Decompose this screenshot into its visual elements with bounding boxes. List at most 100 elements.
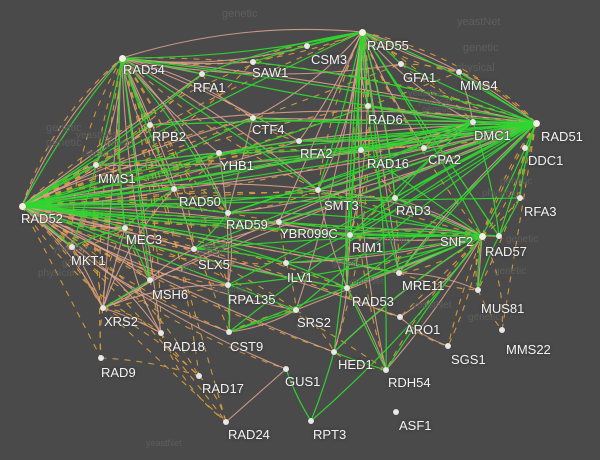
graph-node-ilv1[interactable]	[283, 260, 289, 266]
graph-node-srs2[interactable]	[293, 307, 299, 313]
graph-node-rad50[interactable]	[171, 186, 177, 192]
graph-edge	[21, 205, 401, 318]
graph-node-hed1[interactable]	[331, 349, 337, 355]
graph-node-csm3[interactable]	[304, 43, 310, 49]
graph-edge	[102, 307, 200, 377]
graph-edge	[102, 307, 227, 423]
graph-node-mre11[interactable]	[396, 270, 402, 276]
graph-edge	[227, 122, 537, 286]
graph-edge	[198, 375, 227, 423]
graph-edge	[472, 121, 500, 237]
graph-edge	[228, 122, 537, 333]
graph-edge	[102, 227, 126, 309]
graph-edge	[333, 31, 363, 353]
graph-node-rad24[interactable]	[223, 419, 229, 425]
graph-edge	[333, 235, 483, 353]
graph-edge	[21, 124, 151, 207]
graph-node-sgs1[interactable]	[445, 343, 451, 349]
graph-node-rad53[interactable]	[344, 285, 350, 291]
graph-node-rad54[interactable]	[118, 54, 126, 62]
graph-edge	[21, 205, 162, 334]
graph-node-smt3[interactable]	[315, 187, 321, 193]
graph-edge	[21, 205, 287, 265]
graph-edge	[102, 279, 151, 309]
graph-node-rad52[interactable]	[18, 202, 26, 210]
graph-edge	[121, 57, 162, 334]
graph-node-rad18[interactable]	[158, 330, 164, 336]
graph-node-xrs2[interactable]	[100, 305, 106, 311]
graph-edge	[477, 235, 483, 291]
graph-edge	[21, 205, 102, 359]
graph-edge	[121, 57, 537, 124]
graph-edge	[21, 205, 401, 318]
graph-node-rpt3[interactable]	[308, 418, 314, 424]
graph-edge	[285, 262, 297, 311]
graph-node-mms4[interactable]	[456, 69, 462, 75]
graph-node-rfa3[interactable]	[517, 195, 523, 201]
graph-node-cpa2[interactable]	[421, 145, 427, 151]
graph-edge	[121, 57, 229, 214]
graph-node-ctf4[interactable]	[250, 115, 256, 121]
graph-node-yhb1[interactable]	[216, 150, 222, 156]
graph-edge	[121, 57, 229, 286]
graph-node-rad3[interactable]	[392, 195, 398, 201]
graph-edge	[481, 235, 503, 331]
graph-node-rad57[interactable]	[496, 233, 502, 239]
graph-edge	[295, 309, 335, 353]
graph-node-gus1[interactable]	[283, 366, 289, 372]
graph-node-rdh54[interactable]	[383, 367, 389, 373]
graph-node-ddc1[interactable]	[522, 145, 528, 151]
graph-node-mms22[interactable]	[499, 327, 505, 333]
graph-edge	[193, 212, 229, 250]
graph-edge	[21, 31, 363, 207]
graph-node-saw1[interactable]	[250, 59, 256, 65]
edges-physical	[21, 28, 537, 423]
graph-node-rad51[interactable]	[532, 119, 540, 127]
graph-node-mms1[interactable]	[93, 162, 99, 168]
graph-edge	[160, 332, 200, 377]
graph-node-rad55[interactable]	[358, 28, 366, 36]
graph-edge	[21, 140, 300, 207]
graph-edge	[21, 205, 287, 370]
graph-node-rfa2[interactable]	[296, 138, 302, 144]
graph-node-rpa135[interactable]	[225, 282, 231, 288]
graph-edge	[124, 227, 151, 281]
graph-edge	[333, 287, 348, 353]
graph-edge	[317, 189, 483, 237]
graph-node-cst9[interactable]	[226, 329, 232, 335]
graph-edge	[228, 309, 297, 333]
graph-edge	[201, 31, 363, 75]
graph-node-slx5[interactable]	[191, 246, 197, 252]
graph-node-mkt1[interactable]	[69, 244, 75, 250]
graph-node-asf1[interactable]	[393, 409, 399, 415]
graph-node-rim1[interactable]	[347, 232, 353, 238]
graph-edge	[93, 57, 123, 309]
graph-node-mec3[interactable]	[122, 225, 128, 231]
graph-edge	[285, 122, 537, 264]
graph-node-rad6[interactable]	[365, 103, 371, 109]
graph-node-msh6[interactable]	[147, 277, 153, 283]
graph-edge	[458, 71, 537, 124]
graph-node-snf2[interactable]	[478, 232, 486, 240]
graph-edge	[346, 287, 387, 371]
graph-node-rad9[interactable]	[98, 355, 104, 361]
graph-edge	[360, 146, 425, 151]
graph-edge	[498, 197, 521, 237]
graph-node-dmc1[interactable]	[470, 119, 476, 125]
graph-node-aro1[interactable]	[397, 314, 403, 320]
graph-node-rad17[interactable]	[196, 373, 202, 379]
graph-node-ybr099c[interactable]	[276, 219, 282, 225]
graph-edge	[102, 307, 162, 334]
graph-edge	[21, 184, 175, 207]
graph-edge	[21, 205, 335, 353]
graph-edge	[21, 205, 335, 353]
graph-edge	[385, 235, 483, 371]
graph-node-gfa1[interactable]	[398, 61, 404, 67]
graph-node-rfa1[interactable]	[199, 71, 205, 77]
graph-node-rpb2[interactable]	[147, 122, 153, 128]
graph-node-mus81[interactable]	[475, 287, 481, 293]
graph-node-rad59[interactable]	[225, 210, 231, 216]
graph-edge	[21, 205, 287, 264]
graph-node-rad16[interactable]	[358, 147, 364, 153]
